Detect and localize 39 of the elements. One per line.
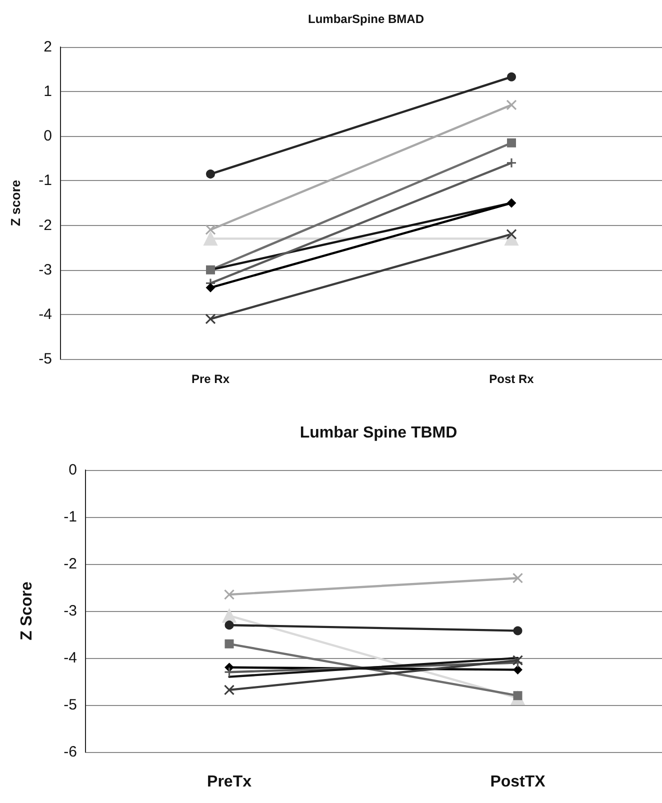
x-tick-label: PostTX [490, 774, 546, 790]
x-tick-label: PreTx [207, 774, 252, 790]
y-tick-label: 1 [44, 83, 52, 100]
y-tick-label: 2 [44, 38, 52, 56]
point [507, 138, 516, 148]
point [507, 198, 516, 208]
x-tick-label: Pre Rx [191, 372, 230, 386]
y-tick-label: -4 [64, 650, 77, 666]
point [206, 265, 215, 274]
y-tick-label: -5 [64, 696, 77, 714]
point [506, 158, 517, 168]
point [206, 170, 215, 179]
point [205, 314, 216, 324]
y-tick-label: -1 [64, 508, 77, 526]
y-tick-label: -2 [64, 556, 77, 572]
point [224, 589, 235, 600]
point [224, 620, 234, 630]
y-tick-label: -2 [38, 216, 52, 234]
point [224, 639, 234, 648]
y-tick-label: -5 [38, 350, 52, 368]
y-tick-label: 0 [68, 462, 77, 478]
y-tick-label: -6 [64, 744, 77, 760]
point [507, 72, 516, 82]
point [206, 283, 215, 292]
y-tick-label: -3 [38, 261, 52, 278]
y-tick-label: -4 [38, 306, 52, 323]
point [513, 626, 522, 636]
y-tick-label: -3 [64, 602, 77, 620]
y-axis-title: Z Score [18, 582, 36, 640]
point [224, 684, 235, 696]
x-tick-label: Post Rx [489, 372, 534, 386]
chart-title: Lumbar Spine TBMD [300, 424, 458, 442]
point [506, 100, 517, 110]
y-tick-label: -1 [38, 172, 52, 190]
point [513, 665, 522, 674]
point [512, 572, 524, 584]
y-tick-label: 0 [44, 128, 52, 145]
y-axis-title: Z score [8, 180, 23, 226]
chart-title: LumbarSpine BMAD [308, 12, 424, 26]
